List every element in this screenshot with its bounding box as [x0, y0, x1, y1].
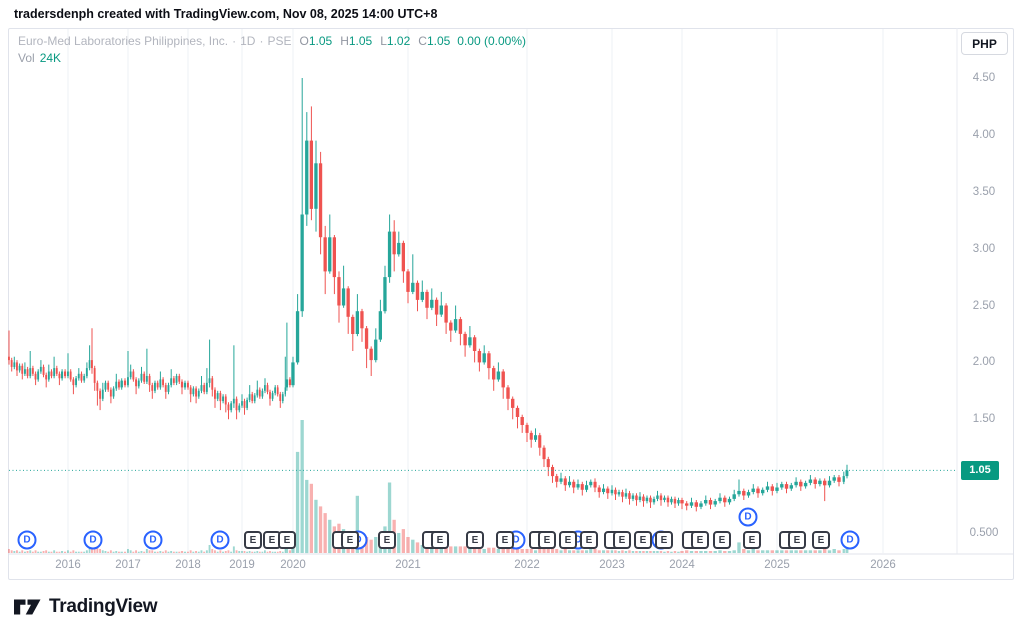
dividend-marker[interactable]: D — [840, 530, 860, 550]
x-tick-label: 2019 — [229, 559, 255, 571]
y-tick-label: 3.50 — [972, 185, 996, 198]
legend-separator: · — [259, 34, 264, 48]
earnings-marker[interactable]: E — [378, 531, 396, 549]
legend-symbol-row: Euro-Med Laboratories Philippines, Inc. ·… — [18, 33, 526, 50]
y-tick-label: 2.50 — [972, 299, 996, 312]
y-tick-label: 0.500 — [969, 527, 999, 539]
current-price-text: 1.05 — [969, 464, 991, 477]
earnings-marker[interactable]: E — [341, 531, 359, 549]
interval-label: 1D — [240, 34, 256, 48]
dividend-marker[interactable]: D — [83, 530, 103, 550]
y-tick-label: 3.00 — [972, 242, 996, 255]
current-price-badge: 1.05 — [961, 460, 999, 480]
attribution-text: tradersdenph created with TradingView.co… — [14, 7, 438, 21]
x-tick-label: 2016 — [55, 559, 81, 571]
earnings-marker[interactable]: E — [466, 531, 484, 549]
x-tick-label: 2026 — [870, 559, 896, 571]
symbol-title: Euro-Med Laboratories Philippines, Inc. — [18, 34, 229, 48]
x-tick-label: 2022 — [514, 559, 540, 571]
earnings-marker[interactable]: E — [713, 531, 731, 549]
earnings-marker[interactable]: E — [559, 531, 577, 549]
legend-separator: · — [232, 34, 237, 48]
y-tick-label: 4.50 — [972, 72, 996, 84]
high-value: 1.05 — [348, 34, 373, 48]
grid-layer — [67, 29, 884, 553]
earnings-marker[interactable]: E — [743, 531, 761, 549]
low-value: 1.02 — [386, 34, 411, 48]
close-label: C — [418, 34, 427, 48]
axis-borders — [8, 28, 1013, 555]
earnings-marker[interactable]: E — [634, 531, 652, 549]
volume-label: Vol — [18, 51, 35, 65]
earnings-marker[interactable]: E — [278, 531, 296, 549]
x-tick-label: 2021 — [395, 559, 421, 571]
dividend-marker[interactable]: D — [17, 530, 37, 550]
candles-layer — [8, 78, 849, 512]
x-tick-label: 2020 — [280, 559, 306, 571]
exchange-label: PSE — [267, 34, 292, 48]
chart-legend: Euro-Med Laboratories Philippines, Inc. ·… — [18, 33, 526, 67]
earnings-marker[interactable]: E — [244, 531, 262, 549]
x-tick-label: 2025 — [764, 559, 790, 571]
earnings-marker[interactable]: E — [538, 531, 556, 549]
high-label: H — [340, 34, 349, 48]
open-value: 1.05 — [308, 34, 333, 48]
y-tick-label: 4.00 — [972, 128, 996, 141]
earnings-marker[interactable]: E — [496, 531, 514, 549]
dividend-marker[interactable]: D — [143, 530, 163, 550]
legend-volume-row: Vol 24K — [18, 50, 526, 67]
earnings-marker[interactable]: E — [580, 531, 598, 549]
earnings-marker[interactable]: E — [655, 531, 673, 549]
earnings-marker[interactable]: E — [431, 531, 449, 549]
chart-widget — [8, 28, 1014, 580]
currency-button[interactable]: PHP — [961, 32, 1008, 55]
y-tick-label: 1.50 — [972, 413, 996, 426]
close-value: 1.05 — [426, 34, 451, 48]
y-tick-label: 2.00 — [972, 356, 996, 369]
dividend-marker[interactable]: D — [210, 530, 230, 550]
x-tick-label: 2017 — [115, 559, 141, 571]
x-tick-label: 2024 — [669, 559, 695, 571]
change-value: 0.00 (0.00%) — [457, 34, 527, 48]
dividend-marker[interactable]: D — [738, 507, 758, 527]
x-tick-label: 2023 — [599, 559, 625, 571]
tradingview-mark-icon — [14, 599, 41, 615]
earnings-marker[interactable]: E — [691, 531, 709, 549]
tradingview-logo[interactable]: TradingView — [14, 596, 158, 618]
volume-value: 24K — [39, 51, 62, 65]
tradingview-wordmark: TradingView — [49, 596, 158, 617]
open-label: O — [299, 34, 309, 48]
x-tick-label: 2018 — [175, 559, 201, 571]
earnings-marker[interactable]: E — [613, 531, 631, 549]
earnings-marker[interactable]: E — [812, 531, 830, 549]
earnings-marker[interactable]: E — [788, 531, 806, 549]
low-label: L — [380, 34, 387, 48]
